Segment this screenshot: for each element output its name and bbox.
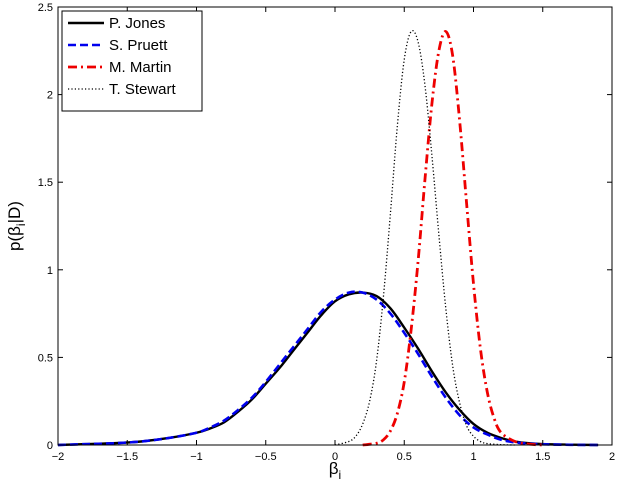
- legend-label: S. Pruett: [109, 37, 168, 54]
- x-tick-label: 0: [332, 451, 338, 463]
- y-tick-label: 1.5: [38, 177, 53, 189]
- y-tick-label: 2: [47, 90, 53, 102]
- x-axis-label: βi: [329, 459, 341, 482]
- y-axis-label-subscript: i: [14, 223, 28, 226]
- ticks-layer: −2 −1.5 −1 −0.5 0 0.5 1 1.5 2 0 0.5 1 1.5 2 2.5: [38, 2, 615, 463]
- y-axis-label-pre: p(β: [5, 226, 24, 251]
- series-layer: [57, 30, 599, 447]
- legend-label: T. Stewart: [109, 81, 177, 98]
- legend-box: [61, 10, 203, 112]
- legend-label: P. Jones: [109, 15, 165, 32]
- series-line-s-pruett: [57, 290, 599, 447]
- y-tick-label: 2.5: [38, 2, 53, 14]
- x-tick-label: 2: [609, 451, 615, 463]
- y-tick-label: 1: [47, 265, 53, 277]
- plot-frame: [57, 6, 613, 446]
- x-tick-label: −1: [190, 451, 203, 463]
- y-axis-label-post: |D): [5, 201, 24, 223]
- series-line-t-stewart: [334, 30, 516, 446]
- legend: P. Jones S. Pruett M. Martin T. Stewart: [61, 10, 203, 112]
- x-tick-label: 0.5: [397, 451, 412, 463]
- y-tick-label: 0.5: [38, 352, 53, 364]
- series-line-m-martin: [362, 30, 543, 447]
- x-tick-label: −2: [52, 451, 65, 463]
- x-axis-label-main: β: [329, 459, 339, 478]
- y-tick-label: 0: [47, 440, 53, 452]
- x-tick-label: −0.5: [255, 451, 277, 463]
- y-axis-label: p(βi|D): [5, 201, 28, 251]
- x-tick-label: −1.5: [116, 451, 138, 463]
- x-tick-label: 1: [470, 451, 476, 463]
- x-axis-label-subscript: i: [339, 468, 342, 482]
- legend-label: M. Martin: [109, 59, 172, 76]
- x-tick-label: 1.5: [535, 451, 550, 463]
